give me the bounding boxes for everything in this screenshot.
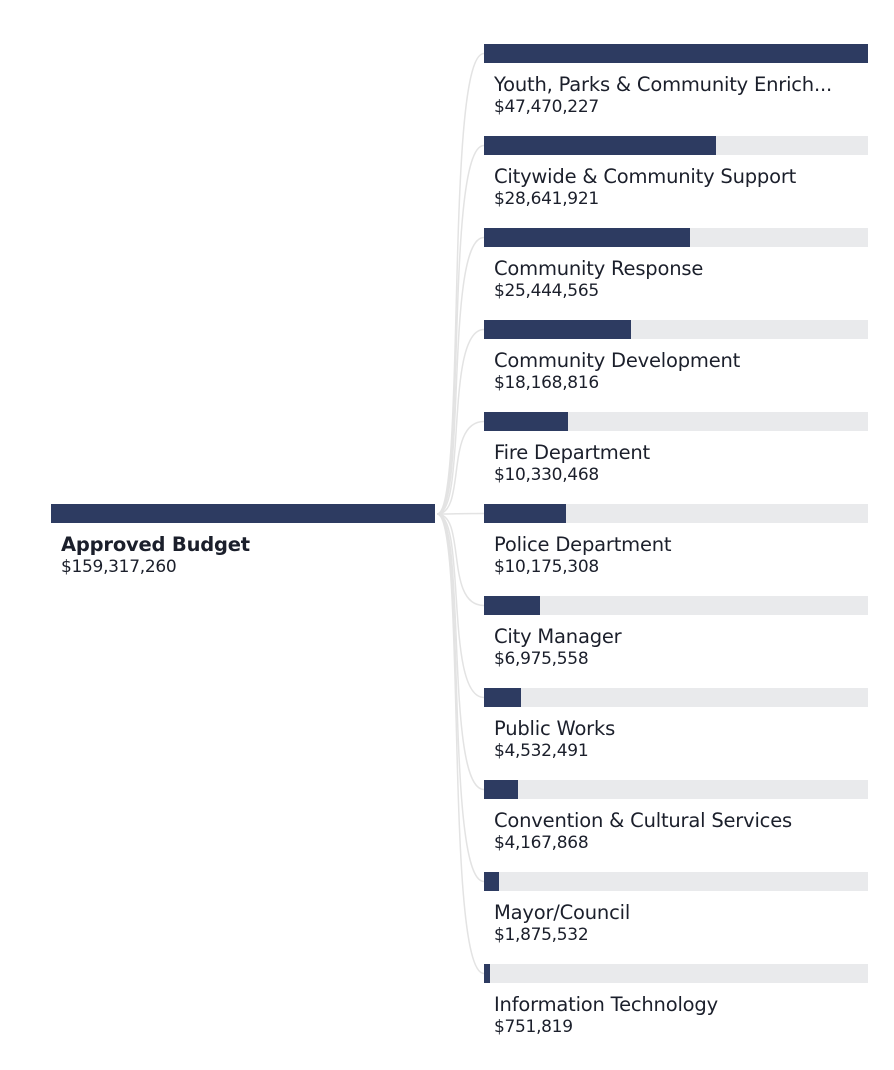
child-value: $4,167,868	[494, 833, 589, 853]
child-node[interactable]: Citywide & Community Support $28,641,921	[484, 136, 868, 210]
child-bar-fill	[484, 44, 868, 63]
root-bar	[51, 504, 435, 523]
child-value: $10,175,308	[494, 557, 599, 577]
child-node[interactable]: Community Response $25,444,565	[484, 228, 868, 302]
child-value: $4,532,491	[494, 741, 589, 761]
connector-line	[436, 420, 485, 515]
child-node[interactable]: Community Development $18,168,816	[484, 320, 868, 394]
child-bar	[484, 136, 868, 155]
child-bar-fill	[484, 872, 500, 891]
child-bar-fill	[484, 228, 690, 247]
child-node[interactable]: Police Department $10,175,308	[484, 504, 868, 578]
child-bar-fill	[484, 136, 716, 155]
child-bar	[484, 228, 868, 247]
root-node-approved-budget[interactable]: Approved Budget $159,317,260	[51, 504, 435, 578]
child-node[interactable]: Convention & Cultural Services $4,167,86…	[484, 780, 868, 854]
connector-line	[436, 513, 485, 699]
child-label: Youth, Parks & Community Enrich...	[494, 73, 832, 96]
child-bar	[484, 596, 868, 615]
connector-line	[436, 513, 485, 883]
connector-line	[436, 513, 485, 607]
child-label: Public Works	[494, 717, 616, 740]
child-label: Mayor/Council	[494, 901, 631, 924]
child-value: $10,330,468	[494, 465, 599, 485]
child-bar-fill	[484, 412, 568, 431]
child-bar-fill	[484, 964, 491, 983]
child-value: $1,875,532	[494, 925, 589, 945]
root-bar-fill	[51, 504, 435, 523]
child-label: Fire Department	[494, 441, 650, 464]
child-bar	[484, 412, 868, 431]
connector-line	[436, 144, 485, 515]
child-bar	[484, 504, 868, 523]
child-bar-fill	[484, 780, 518, 799]
connector-line	[436, 513, 485, 975]
child-value: $47,470,227	[494, 97, 599, 117]
child-node[interactable]: Youth, Parks & Community Enrich... $47,4…	[484, 44, 868, 118]
connector-line	[436, 512, 485, 515]
child-bar	[484, 44, 868, 63]
child-label: Police Department	[494, 533, 672, 556]
child-bar	[484, 872, 868, 891]
child-value: $25,444,565	[494, 281, 599, 301]
child-node[interactable]: Public Works $4,532,491	[484, 688, 868, 762]
connector-line	[436, 328, 485, 515]
child-bar-fill	[484, 504, 567, 523]
child-node[interactable]: Mayor/Council $1,875,532	[484, 872, 868, 946]
child-bar-fill	[484, 320, 631, 339]
child-value: $28,641,921	[494, 189, 599, 209]
child-value: $6,975,558	[494, 649, 589, 669]
root-label: Approved Budget	[61, 533, 250, 556]
connector-line	[436, 513, 485, 791]
child-label: Community Response	[494, 257, 704, 280]
child-value: $751,819	[494, 1017, 573, 1037]
child-bar	[484, 688, 868, 707]
child-bar	[484, 320, 868, 339]
child-bar	[484, 780, 868, 799]
connector-line	[436, 52, 485, 515]
child-label: Community Development	[494, 349, 741, 372]
child-bar-fill	[484, 688, 521, 707]
child-node[interactable]: City Manager $6,975,558	[484, 596, 868, 670]
child-label: Information Technology	[494, 993, 718, 1016]
child-label: Convention & Cultural Services	[494, 809, 792, 832]
child-bar-fill	[484, 596, 541, 615]
child-node[interactable]: Information Technology $751,819	[484, 964, 868, 1038]
child-node[interactable]: Fire Department $10,330,468	[484, 412, 868, 486]
child-label: Citywide & Community Support	[494, 165, 797, 188]
connector-line	[436, 236, 485, 515]
child-label: City Manager	[494, 625, 622, 648]
child-value: $18,168,816	[494, 373, 599, 393]
child-bar	[484, 964, 868, 983]
root-value: $159,317,260	[61, 557, 177, 577]
